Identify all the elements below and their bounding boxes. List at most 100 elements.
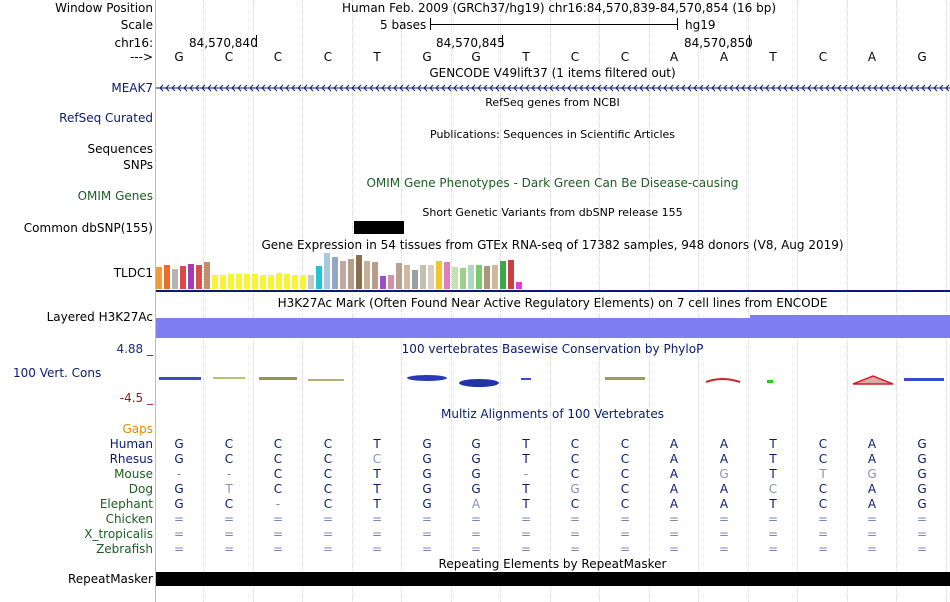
- gene-label-meak7[interactable]: MEAK7: [111, 81, 153, 95]
- gtex-tissue-bar[interactable]: [164, 265, 170, 289]
- gtex-tissue-bar[interactable]: [484, 266, 490, 289]
- gtex-tissue-bar[interactable]: [244, 274, 250, 289]
- gtex-gene-label-tldc1[interactable]: TLDC1: [113, 266, 153, 280]
- gtex-tissue-bar[interactable]: [516, 282, 522, 289]
- gtex-tissue-bar[interactable]: [204, 262, 210, 289]
- sequence-base: G: [174, 50, 184, 64]
- gtex-tissue-bar[interactable]: [500, 261, 506, 289]
- h3k27ac-signal[interactable]: [156, 318, 950, 338]
- omim-track-title[interactable]: OMIM Gene Phenotypes - Dark Green Can Be…: [366, 176, 739, 190]
- gencode-gene-feature[interactable]: [156, 81, 950, 95]
- gtex-tissue-bar[interactable]: [212, 275, 218, 289]
- gtex-tissue-bar[interactable]: [404, 265, 410, 289]
- phylop-label[interactable]: 100 Vert. Cons: [13, 366, 102, 380]
- gtex-tissue-bar[interactable]: [460, 268, 466, 289]
- gtex-tissue-bar[interactable]: [348, 259, 354, 289]
- repeatmasker-element[interactable]: [156, 572, 950, 586]
- base-gridline: [896, 0, 897, 602]
- multiz-base: G: [471, 437, 481, 451]
- multiz-base: =: [866, 542, 878, 556]
- multiz-base: C: [372, 452, 382, 466]
- sequences-label[interactable]: Sequences: [87, 142, 153, 156]
- omim-genes-label[interactable]: OMIM Genes: [77, 189, 153, 203]
- h3k27ac-track-title[interactable]: H3K27Ac Mark (Often Found Near Active Re…: [277, 296, 828, 310]
- multiz-base: C: [570, 497, 580, 511]
- multiz-base: =: [173, 527, 185, 541]
- multiz-base: C: [818, 482, 828, 496]
- gtex-tissue-bar[interactable]: [172, 269, 178, 289]
- gtex-tissue-bar[interactable]: [308, 275, 314, 289]
- multiz-base: =: [470, 512, 482, 526]
- gtex-tissue-bar[interactable]: [284, 274, 290, 289]
- gtex-tissue-bar[interactable]: [492, 265, 498, 289]
- gtex-tissue-bar[interactable]: [476, 265, 482, 289]
- gtex-tissue-bar[interactable]: [356, 255, 362, 289]
- repeatmasker-label[interactable]: RepeatMasker: [67, 572, 153, 586]
- gtex-tissue-bar[interactable]: [508, 260, 514, 289]
- gtex-tissue-bar[interactable]: [316, 266, 322, 289]
- gtex-tissue-bar[interactable]: [196, 265, 202, 289]
- gtex-tissue-bar[interactable]: [292, 275, 298, 289]
- gtex-tissue-bar[interactable]: [156, 267, 162, 289]
- publications-track-title[interactable]: Publications: Sequences in Scientific Ar…: [430, 128, 675, 141]
- gtex-tissue-bar[interactable]: [236, 274, 242, 289]
- multiz-base: -: [226, 467, 232, 481]
- gtex-tissue-bar[interactable]: [380, 276, 386, 289]
- gtex-tissue-bar[interactable]: [372, 262, 378, 289]
- multiz-base: C: [818, 452, 828, 466]
- multiz-base: =: [421, 542, 433, 556]
- gtex-tissue-bar[interactable]: [332, 257, 338, 289]
- snps-label[interactable]: SNPs: [123, 158, 153, 172]
- multiz-species-label[interactable]: Rhesus: [109, 452, 153, 466]
- gtex-tissue-bar[interactable]: [428, 265, 434, 289]
- gtex-tissue-bar[interactable]: [388, 275, 394, 289]
- dbsnp-variant-feature[interactable]: [354, 221, 404, 234]
- gaps-label[interactable]: Gaps: [122, 422, 153, 436]
- gtex-track-title[interactable]: Gene Expression in 54 tissues from GTEx …: [261, 238, 844, 252]
- gtex-tissue-bar[interactable]: [188, 264, 194, 289]
- phylop-conservation-plot[interactable]: [156, 368, 950, 390]
- gtex-tissue-bar[interactable]: [300, 275, 306, 289]
- gencode-track-title[interactable]: GENCODE V49lift37 (1 items filtered out): [429, 66, 676, 80]
- base-gridline: [748, 0, 749, 602]
- phylop-track-title[interactable]: 100 vertebrates Basewise Conservation by…: [401, 342, 704, 356]
- refseq-track-title[interactable]: RefSeq genes from NCBI: [485, 96, 620, 109]
- gtex-tissue-bar[interactable]: [220, 275, 226, 289]
- base-gridline: [253, 0, 254, 602]
- gtex-tissue-bar[interactable]: [420, 265, 426, 289]
- dbsnp-track-title[interactable]: Short Genetic Variants from dbSNP releas…: [422, 206, 683, 219]
- gtex-tissue-bar[interactable]: [436, 261, 442, 289]
- multiz-species-label[interactable]: Chicken: [105, 512, 153, 526]
- multiz-species-label[interactable]: Dog: [128, 482, 153, 496]
- multiz-species-label[interactable]: Elephant: [99, 497, 153, 511]
- refseq-curated-label[interactable]: RefSeq Curated: [59, 111, 153, 125]
- gtex-tissue-bar[interactable]: [444, 262, 450, 289]
- multiz-base: C: [323, 437, 333, 451]
- multiz-species-label[interactable]: Mouse: [114, 467, 153, 481]
- gtex-tissue-bar[interactable]: [412, 270, 418, 289]
- repeatmasker-track-title[interactable]: Repeating Elements by RepeatMasker: [438, 557, 667, 571]
- phylop-glyphs: [159, 375, 944, 387]
- gtex-expression-bars[interactable]: [156, 252, 536, 289]
- multiz-species-label[interactable]: Human: [109, 437, 153, 451]
- gtex-tissue-bar[interactable]: [452, 267, 458, 289]
- gtex-tissue-bar[interactable]: [228, 274, 234, 289]
- gtex-tissue-bar[interactable]: [324, 253, 330, 289]
- gtex-tissue-bar[interactable]: [268, 275, 274, 289]
- multiz-base: G: [867, 467, 877, 481]
- multiz-species-label[interactable]: Zebrafish: [96, 542, 153, 556]
- multiz-base: =: [322, 527, 334, 541]
- multiz-track-title[interactable]: Multiz Alignments of 100 Vertebrates: [440, 407, 665, 421]
- gtex-tissue-bar[interactable]: [364, 261, 370, 289]
- window-position-label: Window Position: [55, 1, 153, 15]
- gtex-tissue-bar[interactable]: [340, 261, 346, 289]
- gtex-tissue-bar[interactable]: [252, 274, 258, 289]
- gtex-tissue-bar[interactable]: [468, 265, 474, 289]
- gtex-tissue-bar[interactable]: [260, 275, 266, 289]
- gtex-tissue-bar[interactable]: [276, 273, 282, 289]
- gtex-tissue-bar[interactable]: [180, 266, 186, 289]
- dbsnp-label[interactable]: Common dbSNP(155): [23, 221, 153, 235]
- gtex-tissue-bar[interactable]: [396, 263, 402, 289]
- h3k27ac-label[interactable]: Layered H3K27Ac: [46, 310, 153, 324]
- multiz-species-label[interactable]: X_tropicalis: [84, 527, 153, 541]
